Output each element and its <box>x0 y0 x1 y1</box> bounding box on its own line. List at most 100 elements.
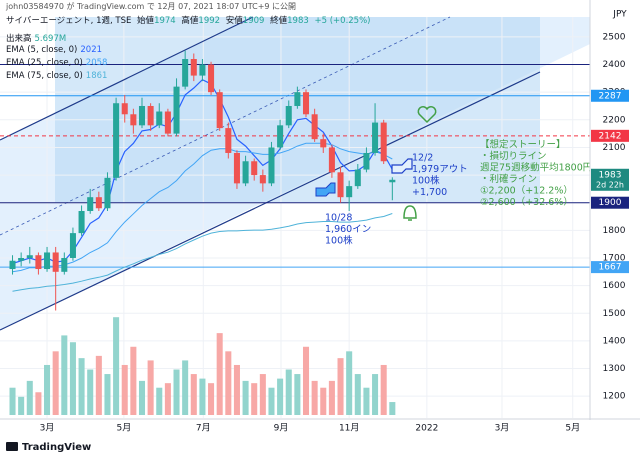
volume-bar <box>389 402 396 415</box>
candle-body <box>372 122 379 153</box>
ema-line <box>12 213 393 292</box>
volume-bar <box>138 380 146 415</box>
candle-body <box>251 161 258 176</box>
candle-body <box>328 147 335 173</box>
ohlc-value: 1974 <box>154 16 176 26</box>
candle-body <box>182 59 189 87</box>
annotation-text: 10/28 <box>325 213 352 224</box>
candle-body <box>277 125 284 148</box>
volume-bar <box>190 374 197 415</box>
candle-body <box>138 105 146 126</box>
volume-bar <box>95 355 102 415</box>
volume-bar <box>18 396 25 415</box>
price-tag <box>591 168 629 191</box>
volume-bar <box>346 351 353 415</box>
volume-bar <box>233 364 240 415</box>
y-tick-label: 2500 <box>603 32 626 42</box>
volume-bar <box>354 374 361 415</box>
volume-legend: 出来高 5.697M <box>6 32 69 44</box>
countdown: 2d 22h <box>596 180 624 189</box>
volume-bar <box>199 378 206 415</box>
candle-body <box>104 177 111 209</box>
volume-bar <box>294 374 301 415</box>
ohlc-value: 1992 <box>198 16 221 26</box>
volume-bar <box>259 374 266 415</box>
level-tag-label: 1667 <box>599 263 622 273</box>
annotation-text: ・利確ライン <box>480 173 537 185</box>
indicator-value: 1861 <box>85 71 108 81</box>
candle-body <box>225 128 232 153</box>
x-tick-label: 3月 <box>495 423 510 434</box>
volume-bar <box>372 374 379 415</box>
title-line: サイバーエージェント, 1週, TSE 始値1974 高値1992 安値1909… <box>6 14 373 26</box>
volume-bar <box>147 360 154 415</box>
hand-icon <box>315 182 336 197</box>
volume-name: 出来高 <box>6 34 32 44</box>
indicator-name: EMA (25, close, 0) <box>6 58 83 68</box>
indicator-legend: EMA (5, close, 0) 2021 <box>6 45 105 55</box>
volume-bar <box>363 387 370 415</box>
price-unit: JPY <box>612 10 627 20</box>
volume-bar <box>113 317 120 415</box>
indicator-legend: EMA (75, close, 0) 1861 <box>6 71 110 81</box>
annotation-text: ②2,600（+32.6%） <box>480 196 573 208</box>
level-tag <box>591 129 629 142</box>
y-tick-label: 2200 <box>603 115 626 125</box>
volume-bar <box>61 335 68 415</box>
chart-title: サイバーエージェント, 1週, TSE <box>6 16 132 26</box>
volume-bar <box>87 369 94 415</box>
indicator-legend: EMA (25, close, 0) 2058 <box>6 58 110 68</box>
candle-body <box>268 147 275 184</box>
level-tag-label: 2142 <box>599 131 622 141</box>
candle-body <box>259 175 266 184</box>
x-tick-label: 5月 <box>117 423 132 434</box>
x-tick-label: 7月 <box>196 423 211 434</box>
ohlc-value: 1909 <box>242 16 265 26</box>
volume-value: 5.697M <box>34 34 67 44</box>
volume-bar <box>78 358 85 415</box>
y-tick-label: 1700 <box>603 253 626 263</box>
candle-body <box>26 255 33 258</box>
volume-bar <box>104 374 111 415</box>
candle-body <box>121 103 128 115</box>
heart-icon <box>417 106 437 124</box>
y-tick-label: 1300 <box>603 364 626 374</box>
volume-bar <box>337 358 344 415</box>
level-tag-label: 2287 <box>599 91 622 101</box>
candle-body <box>285 105 292 126</box>
candle-body <box>320 139 327 148</box>
annotation-text: +1,700 <box>412 187 447 198</box>
level-tag <box>591 261 629 274</box>
candle-body <box>380 122 387 162</box>
x-tick-label: 5月 <box>565 423 580 434</box>
ohlc-label: 安値 <box>225 16 243 26</box>
y-tick-label: 1800 <box>603 226 626 236</box>
x-tick-label: 9月 <box>274 423 289 434</box>
volume-bar <box>380 364 387 415</box>
volume-bar <box>320 387 327 415</box>
annotation-text: 100株 <box>325 235 353 247</box>
annotation-text: 週足75週移動平均1800円 <box>480 162 592 174</box>
volume-bar <box>328 380 335 415</box>
ohlc-label: 終値 <box>270 16 288 26</box>
background-layer <box>0 17 590 330</box>
published: john03584970 が TradingView.com で 12月 07,… <box>6 2 297 11</box>
volume-bar <box>225 351 232 415</box>
volume-bar <box>251 383 258 415</box>
annotation-text: 1,979アウト <box>412 164 468 175</box>
volume-bar <box>156 387 163 415</box>
ema-line <box>12 142 393 273</box>
volume-bar <box>182 360 189 415</box>
price-axis-bg <box>590 0 640 420</box>
candle-body <box>147 105 154 126</box>
x-tick-label: 2022 <box>415 424 438 434</box>
candle-body <box>78 211 85 234</box>
volume-bar <box>285 369 292 415</box>
annotation-text: 100株 <box>412 175 440 187</box>
candle-body <box>233 152 240 184</box>
brand: TradingView <box>6 442 91 453</box>
channel-lower <box>0 71 541 331</box>
candle-body <box>216 92 223 129</box>
published-line: john03584970 が TradingView.com で 12月 07,… <box>6 1 299 12</box>
